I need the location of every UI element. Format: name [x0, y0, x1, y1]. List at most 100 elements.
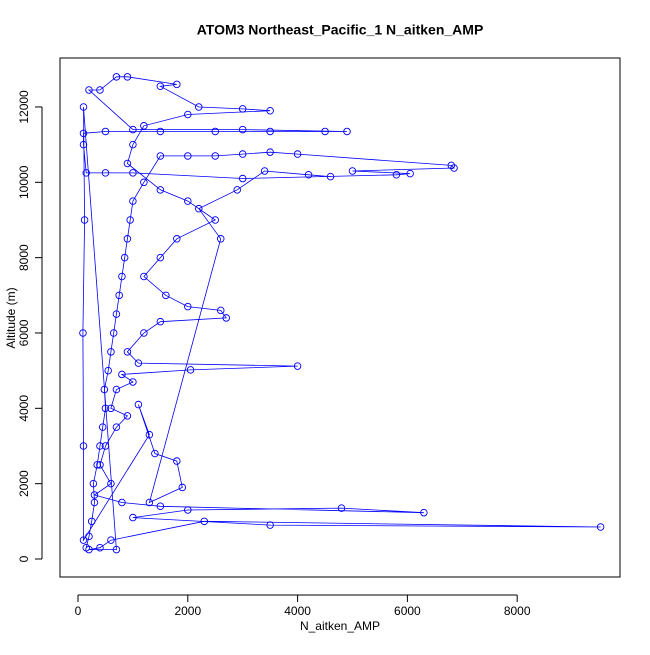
data-point [93, 461, 101, 469]
data-point [238, 174, 247, 183]
data-point [156, 127, 165, 136]
chart-title: ATOM3 Northeast_Pacific_1 N_aitken_AMP [197, 22, 484, 38]
data-point [184, 197, 192, 205]
data-point [162, 291, 170, 300]
data-point [392, 171, 401, 179]
data-point [79, 442, 88, 450]
data-point [79, 103, 88, 111]
data-point [156, 186, 165, 194]
data-point [156, 152, 165, 160]
data-point [115, 291, 123, 300]
data-point [112, 73, 121, 81]
data-point [90, 498, 99, 507]
data-point [178, 483, 187, 492]
data-point [107, 479, 115, 488]
data-point [104, 366, 112, 375]
x-tick-label: 0 [75, 604, 82, 618]
plot-frame [59, 57, 621, 578]
data-point [211, 127, 219, 136]
data-point [85, 545, 93, 554]
data-point [186, 366, 195, 374]
data-point [129, 125, 137, 134]
data-point [173, 80, 181, 89]
data-point [348, 167, 357, 175]
data-point [112, 423, 121, 431]
data-point [222, 314, 230, 322]
data-point [260, 167, 269, 175]
data-point [87, 517, 96, 526]
data-point [123, 348, 132, 356]
data-point [89, 479, 98, 488]
data-point [238, 150, 247, 158]
data-point [238, 125, 247, 134]
y-tick-label: 6000 [17, 319, 31, 346]
data-point [80, 216, 89, 224]
data-point [151, 449, 159, 458]
data-point [211, 152, 219, 160]
data-point [304, 171, 313, 179]
data-point [420, 508, 428, 517]
data-point [85, 532, 93, 541]
data-point [216, 235, 225, 243]
data-point [321, 127, 329, 136]
data-point [156, 502, 165, 511]
data-point [293, 150, 302, 158]
data-point [140, 329, 148, 337]
x-tick-label: 4000 [284, 604, 311, 618]
data-point [126, 216, 134, 224]
data-point [101, 442, 110, 450]
data-point [112, 385, 121, 394]
data-point [596, 523, 605, 531]
data-point [200, 517, 209, 526]
data-point [96, 543, 104, 552]
data-point [107, 348, 115, 356]
data-point [112, 310, 121, 318]
data-point [118, 370, 126, 379]
data-line [82, 76, 601, 550]
data-point [184, 110, 192, 119]
data-point [145, 430, 154, 439]
data-point [173, 457, 181, 465]
y-tick-label: 8000 [17, 244, 31, 271]
x-tick-label: 2000 [174, 604, 201, 618]
y-tick-label: 4000 [17, 395, 31, 422]
data-point [118, 498, 126, 507]
data-point [98, 423, 107, 431]
data-point [90, 491, 99, 499]
data-point [79, 329, 87, 337]
data-point [156, 82, 165, 91]
y-tick-label: 10000 [17, 165, 31, 199]
data-point [184, 506, 192, 514]
data-point [129, 169, 137, 177]
data-point [145, 498, 154, 507]
data-point [173, 235, 181, 243]
x-tick-label: 6000 [394, 604, 421, 618]
data-point [293, 362, 302, 370]
data-point [406, 169, 414, 178]
data-point [134, 359, 143, 367]
data-point [266, 521, 274, 529]
data-point [79, 129, 88, 138]
data-point [101, 169, 110, 177]
data-point [337, 504, 346, 512]
data-point [107, 536, 115, 544]
data-point [266, 148, 274, 156]
data-point [120, 253, 129, 262]
data-point [233, 186, 241, 194]
data-point [238, 105, 247, 113]
data-point [96, 86, 104, 94]
data-point [184, 152, 192, 160]
x-axis-label: N_aitken_AMP [300, 619, 380, 633]
data-point [79, 536, 88, 544]
y-axis-label: Altitude (m) [4, 287, 18, 348]
x-tick-label: 8000 [504, 604, 531, 618]
data-point [100, 385, 109, 394]
data-point [129, 197, 137, 205]
data-point [101, 404, 110, 413]
data-point [129, 513, 137, 522]
data-point [140, 178, 148, 187]
data-point [82, 169, 90, 177]
data-point [129, 378, 137, 386]
y-tick-label: 0 [17, 555, 31, 562]
